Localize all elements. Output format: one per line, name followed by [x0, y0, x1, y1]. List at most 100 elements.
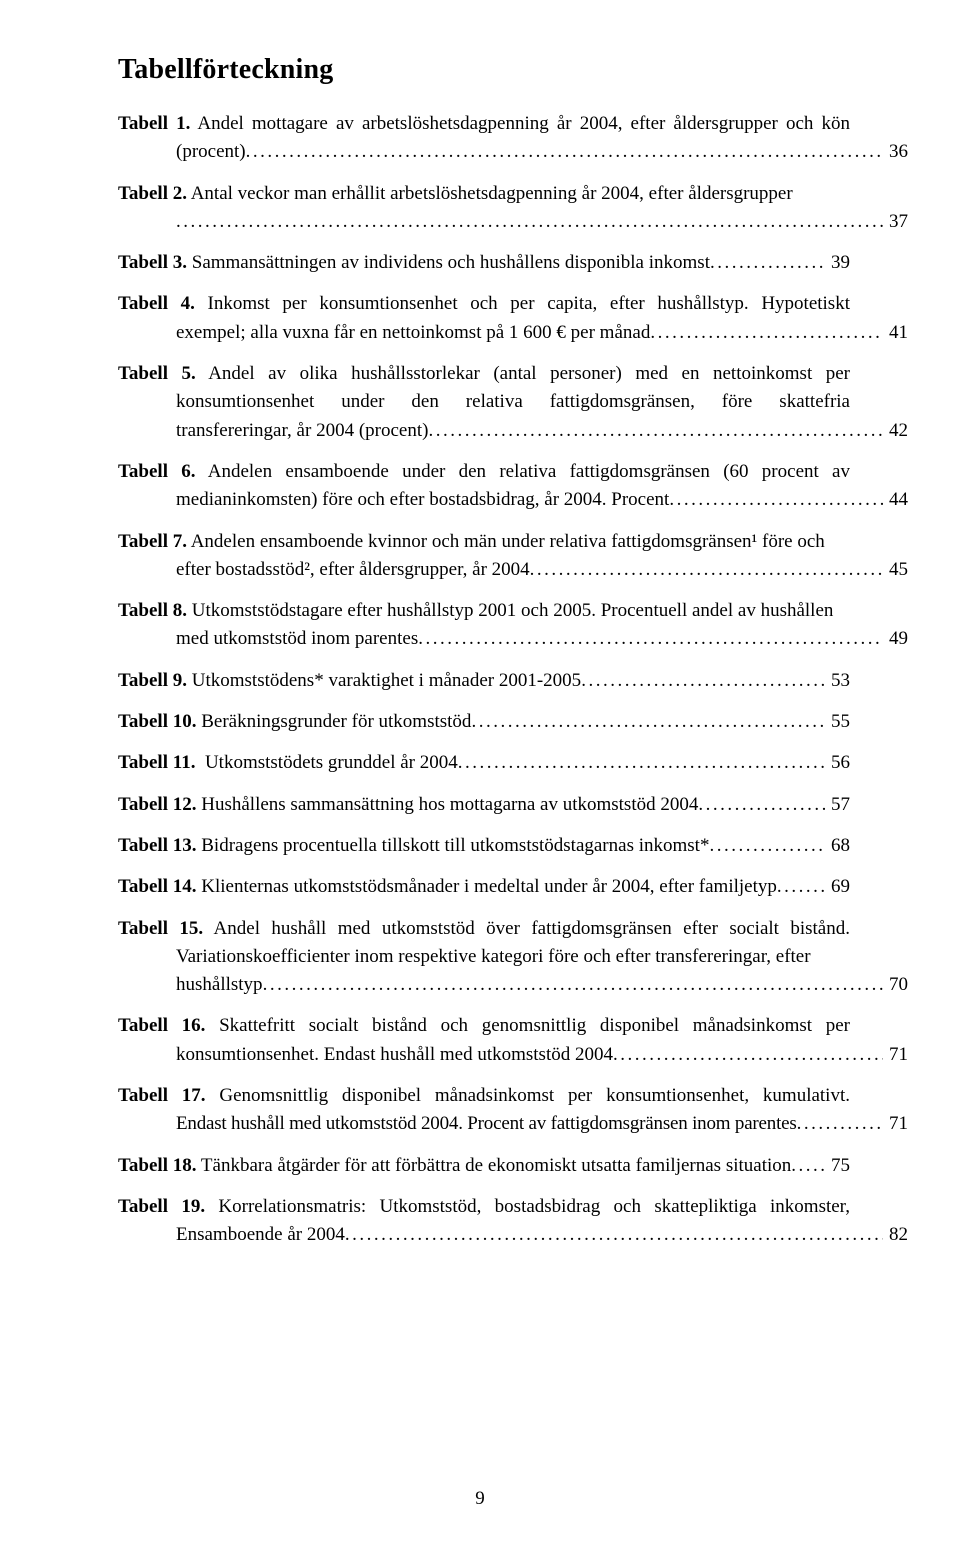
- toc-line: Tabell 10. Beräkningsgrunder för utkomst…: [118, 708, 850, 736]
- toc-text: medianinkomsten) före och efter bostadsb…: [176, 486, 669, 514]
- toc-page-number: 36: [883, 138, 908, 166]
- toc-page-number: 75: [825, 1152, 850, 1180]
- toc-entry: Tabell 4. Inkomst per konsumtionsenhet o…: [118, 290, 850, 347]
- toc-entry: Tabell 10. Beräkningsgrunder för utkomst…: [118, 708, 850, 736]
- toc-line: Tabell 19. Korrelationsmatris: Utkomstst…: [118, 1193, 850, 1221]
- toc-text: exempel; alla vuxna får en nettoinkomst …: [176, 319, 650, 347]
- toc-text: Tabell 18. Tänkbara åtgärder för att för…: [118, 1152, 791, 1180]
- toc-line: Tabell 13. Bidragens procentuella tillsk…: [118, 832, 850, 860]
- toc-line: Tabell 8. Utkomststödstagare efter hushå…: [118, 597, 850, 625]
- toc-page-number: 53: [825, 667, 850, 695]
- toc-line: Tabell 18. Tänkbara åtgärder för att för…: [118, 1152, 850, 1180]
- leader-dots: [263, 971, 883, 999]
- toc-title: Tabellförteckning: [118, 54, 850, 86]
- toc-text: Ensamboende år 2004: [176, 1221, 345, 1249]
- toc-text: Tabell 9. Utkomststödens* varaktighet i …: [118, 667, 581, 695]
- toc-line: Tabell 1. Andel mottagare av arbetslöshe…: [118, 110, 850, 138]
- page: Tabellförteckning Tabell 1. Andel mottag…: [0, 0, 960, 1550]
- toc-line: 37: [176, 208, 908, 236]
- toc-line: Tabell 4. Inkomst per konsumtionsenhet o…: [118, 290, 850, 318]
- toc-page-number: 39: [825, 249, 850, 277]
- toc-text: Tabell 12. Hushållens sammansättning hos…: [118, 791, 698, 819]
- toc-line: exempel; alla vuxna får en nettoinkomst …: [176, 319, 908, 347]
- toc-entry: Tabell 3. Sammansättningen av individens…: [118, 249, 850, 277]
- toc-line: medianinkomsten) före och efter bostadsb…: [176, 486, 908, 514]
- toc-entry: Tabell 5. Andel av olika hushållsstorlek…: [118, 360, 850, 445]
- toc-text: transfereringar, år 2004 (procent): [176, 417, 428, 445]
- leader-dots: [710, 249, 825, 277]
- toc-line: efter bostadsstöd², efter åldersgrupper,…: [176, 556, 908, 584]
- toc-page-number: 71: [883, 1110, 908, 1138]
- leader-dots: [176, 208, 883, 236]
- toc-entry: Tabell 14. Klienternas utkomststödsmånad…: [118, 873, 850, 901]
- toc-line: konsumtionsenhet. Endast hushåll med utk…: [176, 1041, 908, 1069]
- toc-entry: Tabell 15. Andel hushåll med utkomststöd…: [118, 915, 850, 1000]
- toc-line: Tabell 9. Utkomststödens* varaktighet i …: [118, 667, 850, 695]
- leader-dots: [791, 1152, 825, 1180]
- toc-entry: Tabell 9. Utkomststödens* varaktighet i …: [118, 667, 850, 695]
- leader-dots: [698, 791, 825, 819]
- toc-line: hushållstyp 70: [176, 971, 908, 999]
- leader-dots: [669, 486, 883, 514]
- toc-line: Tabell 11. Utkomststödets grunddel år 20…: [118, 749, 850, 777]
- toc-line: Tabell 7. Andelen ensamboende kvinnor oc…: [118, 528, 850, 556]
- toc-page-number: 37: [883, 208, 908, 236]
- toc-line: med utkomststöd inom parentes 49: [176, 625, 908, 653]
- toc-line: Tabell 5. Andel av olika hushållsstorlek…: [118, 360, 850, 388]
- toc-text: Endast hushåll med utkomststöd 2004. Pro…: [176, 1110, 797, 1138]
- toc-page-number: 82: [883, 1221, 908, 1249]
- toc-line: Tabell 3. Sammansättningen av individens…: [118, 249, 850, 277]
- toc-entry: Tabell 1. Andel mottagare av arbetslöshe…: [118, 110, 850, 167]
- toc-entry: Tabell 2. Antal veckor man erhållit arbe…: [118, 180, 850, 237]
- toc-text: (procent): [176, 138, 246, 166]
- toc-entry: Tabell 8. Utkomststödstagare efter hushå…: [118, 597, 850, 654]
- page-number: 9: [0, 1488, 960, 1510]
- toc-page-number: 56: [825, 749, 850, 777]
- toc-text: med utkomststöd inom parentes: [176, 625, 418, 653]
- toc-line: Tabell 14. Klienternas utkomststödsmånad…: [118, 873, 850, 901]
- toc-page-number: 55: [825, 708, 850, 736]
- toc-entry: Tabell 19. Korrelationsmatris: Utkomstst…: [118, 1193, 850, 1250]
- toc-line: Variationskoefficienter inom respektive …: [176, 943, 850, 971]
- toc-text: hushållstyp: [176, 971, 263, 999]
- leader-dots: [345, 1221, 883, 1249]
- leader-dots: [777, 873, 825, 901]
- toc-line: Tabell 16. Skattefritt socialt bistånd o…: [118, 1012, 850, 1040]
- toc-entry: Tabell 6. Andelen ensamboende under den …: [118, 458, 850, 515]
- toc-line: Tabell 2. Antal veckor man erhållit arbe…: [118, 180, 850, 208]
- toc-page-number: 69: [825, 873, 850, 901]
- leader-dots: [530, 556, 883, 584]
- toc-page-number: 57: [825, 791, 850, 819]
- toc-page-number: 42: [883, 417, 908, 445]
- toc-text: efter bostadsstöd², efter åldersgrupper,…: [176, 556, 530, 584]
- toc-entry: Tabell 11. Utkomststödets grunddel år 20…: [118, 749, 850, 777]
- toc-text: Tabell 11. Utkomststödets grunddel år 20…: [118, 749, 458, 777]
- toc-page-number: 45: [883, 556, 908, 584]
- toc-text: Tabell 3. Sammansättningen av individens…: [118, 249, 710, 277]
- leader-dots: [418, 625, 883, 653]
- toc-page-number: 71: [883, 1041, 908, 1069]
- toc-text: Tabell 14. Klienternas utkomststödsmånad…: [118, 873, 777, 901]
- toc-line: Tabell 6. Andelen ensamboende under den …: [118, 458, 850, 486]
- toc-page-number: 44: [883, 486, 908, 514]
- toc-page-number: 70: [883, 971, 908, 999]
- toc-entry: Tabell 7. Andelen ensamboende kvinnor oc…: [118, 528, 850, 585]
- leader-dots: [428, 417, 883, 445]
- toc-entry: Tabell 13. Bidragens procentuella tillsk…: [118, 832, 850, 860]
- leader-dots: [581, 667, 825, 695]
- toc-text: Tabell 10. Beräkningsgrunder för utkomst…: [118, 708, 471, 736]
- toc-entry: Tabell 18. Tänkbara åtgärder för att för…: [118, 1152, 850, 1180]
- leader-dots: [458, 749, 825, 777]
- toc-line: transfereringar, år 2004 (procent) 42: [176, 417, 908, 445]
- leader-dots: [613, 1041, 883, 1069]
- toc-line: Ensamboende år 2004 82: [176, 1221, 908, 1249]
- toc-entry: Tabell 12. Hushållens sammansättning hos…: [118, 791, 850, 819]
- toc-page-number: 49: [883, 625, 908, 653]
- toc-page-number: 68: [825, 832, 850, 860]
- leader-dots: [246, 138, 883, 166]
- toc-line: Tabell 12. Hushållens sammansättning hos…: [118, 791, 850, 819]
- toc-line: konsumtionsenhet under den relativa fatt…: [176, 388, 850, 416]
- toc-entry: Tabell 16. Skattefritt socialt bistånd o…: [118, 1012, 850, 1069]
- toc-text: konsumtionsenhet. Endast hushåll med utk…: [176, 1041, 613, 1069]
- toc-list: Tabell 1. Andel mottagare av arbetslöshe…: [118, 110, 850, 1250]
